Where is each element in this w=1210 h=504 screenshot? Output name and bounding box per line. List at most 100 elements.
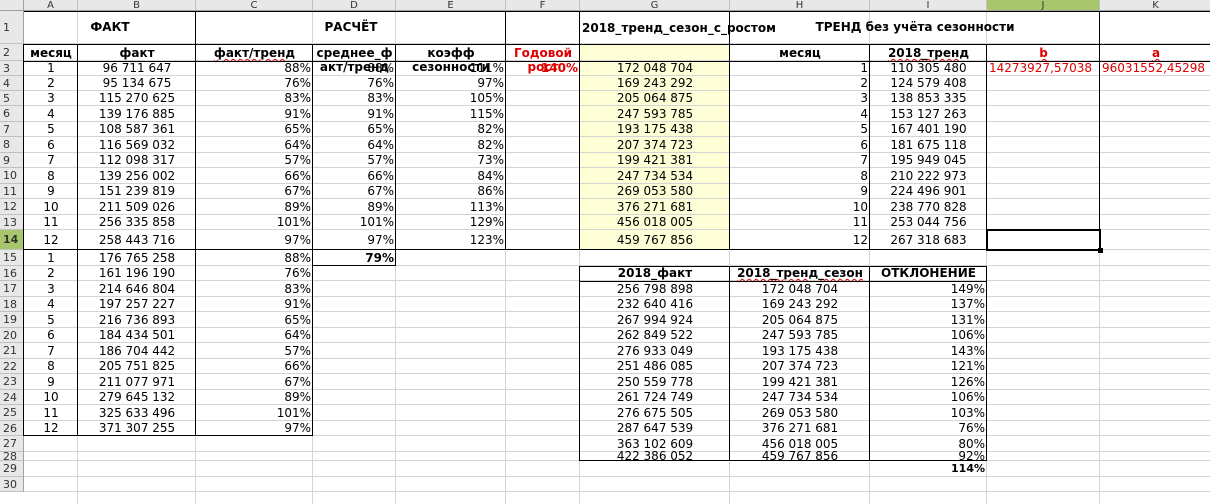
dev-trend-cell[interactable]: 456 018 005 <box>761 437 839 451</box>
dev-trend-cell[interactable]: 247 734 534 <box>761 390 839 404</box>
fact-trend-cell[interactable]: 67% <box>284 375 311 389</box>
season-growth-cell[interactable]: 269 053 580 <box>616 184 694 198</box>
trend-month-cell[interactable]: 11 <box>852 215 868 229</box>
trend-group-header[interactable]: ТРЕНД без учёта сезонности <box>815 20 1015 34</box>
column-header-f[interactable]: F <box>506 0 580 11</box>
column-header-h[interactable]: H <box>730 0 870 11</box>
dev-trend-cell[interactable]: 169 243 292 <box>761 297 839 311</box>
coef-cell[interactable]: 105% <box>469 91 504 105</box>
dev-fact-cell[interactable]: 262 849 522 <box>616 328 694 342</box>
trend-month-cell[interactable]: 10 <box>852 200 868 214</box>
trend-value-cell[interactable]: 124 579 408 <box>890 76 967 90</box>
row-header-17[interactable]: 17 <box>0 281 24 297</box>
fact-trend-cell[interactable]: 97% <box>284 421 311 435</box>
dev-trend-cell[interactable]: 376 271 681 <box>761 421 839 435</box>
column-header-e[interactable]: E <box>396 0 506 11</box>
dev-trend-cell[interactable]: 269 053 580 <box>761 406 839 420</box>
dev-value-cell[interactable]: 80% <box>958 437 985 451</box>
fact-value-cell[interactable]: 216 736 893 <box>98 313 176 327</box>
fact-month-cell[interactable]: 8 <box>47 169 55 183</box>
fact-trend-cell[interactable]: 57% <box>284 153 311 167</box>
fact-month-cell[interactable]: 6 <box>47 138 55 152</box>
coef-cell[interactable]: 111% <box>469 61 504 75</box>
a-value-cell[interactable]: 96031552,45298 <box>1102 61 1206 75</box>
coef-cell[interactable]: 123% <box>469 233 504 247</box>
fact-value-cell[interactable]: 115 270 625 <box>98 91 176 105</box>
row-header-14[interactable]: 14 <box>0 230 24 250</box>
fact-value-cell[interactable]: 371 307 255 <box>98 421 176 435</box>
fact-trend-cell[interactable]: 97% <box>284 233 311 247</box>
fact-trend-cell[interactable]: 89% <box>284 200 311 214</box>
season-growth-cell[interactable]: 199 421 381 <box>616 153 694 167</box>
annual-growth-value[interactable]: 140% <box>540 61 578 75</box>
column-header-c[interactable]: C <box>196 0 313 11</box>
dev-value-cell[interactable]: 106% <box>950 328 985 342</box>
active-cell-selection[interactable] <box>986 229 1101 251</box>
row-header-9[interactable]: 9 <box>0 153 24 168</box>
row-header-7[interactable]: 7 <box>0 122 24 137</box>
dev-fact-cell[interactable]: 276 933 049 <box>616 344 694 358</box>
fact-trend-header[interactable]: факт/тренд <box>213 46 296 60</box>
fact-value-cell[interactable]: 184 434 501 <box>98 328 176 342</box>
fact-month-cell[interactable]: 5 <box>47 313 55 327</box>
dev-value-cell[interactable]: 103% <box>950 406 985 420</box>
fact-trend-cell[interactable]: 101% <box>276 406 311 420</box>
trend-month-cell[interactable]: 1 <box>860 61 868 75</box>
fact-month-cell[interactable]: 9 <box>47 184 55 198</box>
fact-value-cell[interactable]: 325 633 496 <box>98 406 176 420</box>
trend-value-cell[interactable]: 224 496 901 <box>890 184 967 198</box>
dev-fact-cell[interactable]: 276 675 505 <box>616 406 694 420</box>
fact-value-cell[interactable]: 112 098 317 <box>98 153 176 167</box>
fact-2018-header[interactable]: 2018_факт <box>617 266 693 280</box>
fact-month-cell[interactable]: 7 <box>47 344 55 358</box>
row-header-15[interactable]: 15 <box>0 250 24 266</box>
row-header-12[interactable]: 12 <box>0 199 24 215</box>
avg-cell[interactable]: 67% <box>367 184 394 198</box>
dev-fact-cell[interactable]: 250 559 778 <box>616 375 694 389</box>
fact-month-cell[interactable]: 10 <box>43 390 59 404</box>
avg-cell[interactable]: 97% <box>367 233 394 247</box>
dev-trend-cell[interactable]: 459 767 856 <box>761 449 839 463</box>
dev-fact-cell[interactable]: 363 102 609 <box>616 437 694 451</box>
row-header-25[interactable]: 25 <box>0 405 24 421</box>
fact-month-cell[interactable]: 10 <box>43 200 59 214</box>
fact-month-cell[interactable]: 5 <box>47 122 55 136</box>
trend-value-cell[interactable]: 138 853 335 <box>890 91 967 105</box>
dev-value-cell[interactable]: 131% <box>950 313 985 327</box>
season-growth-cell[interactable]: 459 767 856 <box>616 233 694 247</box>
fact-trend-cell[interactable]: 66% <box>284 359 311 373</box>
fact-month-cell[interactable]: 3 <box>47 91 55 105</box>
dev-fact-cell[interactable]: 287 647 539 <box>616 421 694 435</box>
avg-cell[interactable]: 76% <box>367 76 394 90</box>
fact-trend-cell[interactable]: 66% <box>284 169 311 183</box>
season-growth-cell[interactable]: 456 018 005 <box>616 215 694 229</box>
coef-cell[interactable]: 97% <box>477 76 504 90</box>
dev-fact-cell[interactable]: 267 994 924 <box>616 313 694 327</box>
row-header-4[interactable]: 4 <box>0 76 24 91</box>
trend-season-growth-header[interactable]: 2018_тренд_сезон_с_ростом <box>582 21 776 35</box>
dev-fact-cell[interactable]: 232 640 416 <box>616 297 694 311</box>
coef-cell[interactable]: 113% <box>469 200 504 214</box>
a-label[interactable]: a <box>1151 46 1161 60</box>
trend-month-cell[interactable]: 2 <box>860 76 868 90</box>
fact-value-cell[interactable]: 176 765 258 <box>98 251 176 265</box>
row-header-19[interactable]: 19 <box>0 312 24 328</box>
avg-cell[interactable]: 89% <box>367 200 394 214</box>
coef-cell[interactable]: 115% <box>469 107 504 121</box>
fact-month-cell[interactable]: 9 <box>47 375 55 389</box>
season-growth-cell[interactable]: 169 243 292 <box>616 76 694 90</box>
row-header-16[interactable]: 16 <box>0 266 24 281</box>
avg-cell[interactable]: 91% <box>367 107 394 121</box>
deviation-header[interactable]: ОТКЛОНЕНИЕ <box>881 266 976 280</box>
row-header-27[interactable]: 27 <box>0 436 24 452</box>
dev-value-cell[interactable]: 121% <box>950 359 985 373</box>
row-header-11[interactable]: 11 <box>0 184 24 199</box>
row-header-1[interactable]: 1 <box>0 11 24 44</box>
column-header-a[interactable]: A <box>24 0 78 11</box>
row-header-5[interactable]: 5 <box>0 91 24 106</box>
trend-season-2018-header[interactable]: 2018_тренд_сезон <box>737 266 863 280</box>
avg-cell[interactable]: 64% <box>367 138 394 152</box>
row-header-21[interactable]: 21 <box>0 343 24 359</box>
fact-month-cell[interactable]: 2 <box>47 266 55 280</box>
